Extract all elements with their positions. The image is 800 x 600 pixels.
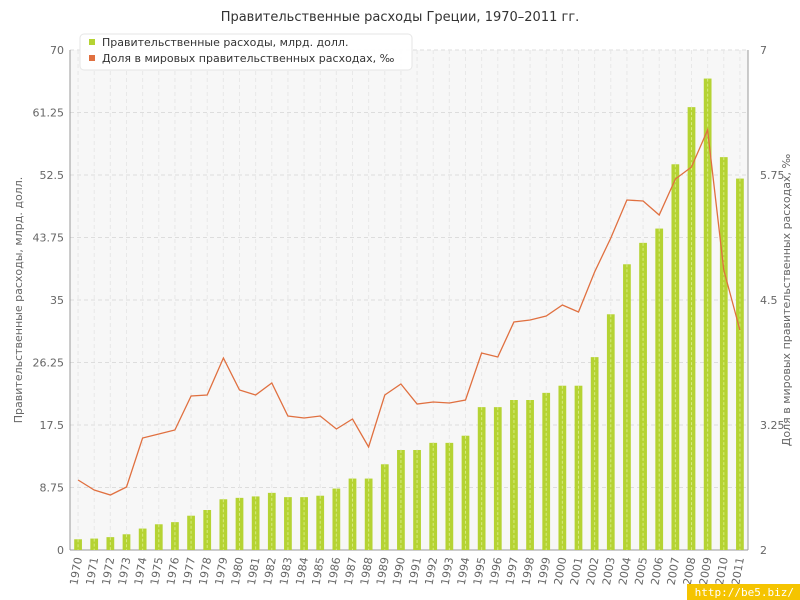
x-tick-label: 1995 xyxy=(471,556,489,586)
x-tick-label: 1990 xyxy=(390,556,408,586)
x-tick-label: 2001 xyxy=(568,556,586,586)
x-tick-label: 1993 xyxy=(439,556,457,586)
x-tick-label: 2006 xyxy=(649,556,667,586)
x-tick-label: 1982 xyxy=(261,556,279,586)
left-axis-title: Правительственные расходы, млрд. долл. xyxy=(12,177,25,423)
bar-1982 xyxy=(267,492,276,550)
chart-title: Правительственные расходы Греции, 1970–2… xyxy=(220,10,580,25)
x-tick-label: 1983 xyxy=(277,556,295,586)
x-tick-label: 2000 xyxy=(552,556,570,586)
series-line-share xyxy=(77,127,741,496)
x-tick-label: 1975 xyxy=(148,556,166,586)
x-tick-label: 2009 xyxy=(697,556,715,586)
x-tick-label: 1971 xyxy=(84,556,102,586)
x-tick-label: 1987 xyxy=(342,556,360,586)
x-tick-label: 1992 xyxy=(423,556,441,586)
right-axis-title: Доля в мировых правительственных расхода… xyxy=(780,154,793,447)
right-tick-label: 7 xyxy=(760,44,767,57)
bar-1992 xyxy=(429,442,438,550)
right-tick-label: 2 xyxy=(760,544,767,557)
left-tick-label: 61.25 xyxy=(33,107,65,120)
legend-label-line[interactable]: Доля в мировых правительственных расхода… xyxy=(102,52,395,65)
right-tick-label: 3.25 xyxy=(760,419,785,432)
x-tick-label: 1978 xyxy=(197,556,215,586)
right-tick-label: 5.75 xyxy=(760,169,785,182)
left-tick-label: 0 xyxy=(57,544,64,557)
x-tick-label: 2011 xyxy=(729,556,747,586)
watermark-link[interactable]: http://be5.biz/ xyxy=(686,584,800,600)
x-tick-label: 1985 xyxy=(310,556,328,586)
bar-1976 xyxy=(171,522,179,550)
bar-1993 xyxy=(445,442,454,550)
x-tick-label: 1970 xyxy=(67,556,85,586)
legend-swatch-line xyxy=(89,55,95,61)
x-tick-label: 1986 xyxy=(326,556,344,586)
x-tick-label: 2005 xyxy=(632,556,650,586)
x-tick-label: 1989 xyxy=(374,556,392,586)
left-tick-label: 8.75 xyxy=(40,482,65,495)
x-tick-label: 1973 xyxy=(116,556,134,586)
x-tick-label: 1984 xyxy=(293,556,311,586)
x-tick-label: 2010 xyxy=(713,556,731,586)
legend-swatch-bars xyxy=(89,39,95,45)
x-tick-label: 2002 xyxy=(584,556,602,586)
x-tick-label: 1977 xyxy=(180,556,198,586)
left-tick-label: 17.5 xyxy=(40,419,65,432)
bar-1999 xyxy=(542,392,551,550)
x-tick-label: 1994 xyxy=(455,556,473,586)
left-tick-label: 70 xyxy=(50,44,64,57)
x-tick-label: 2004 xyxy=(616,556,634,586)
left-tick-label: 35 xyxy=(50,294,64,307)
x-tick-label: 1997 xyxy=(503,556,521,586)
right-tick-label: 4.5 xyxy=(760,294,778,307)
bar-2005 xyxy=(639,242,647,550)
x-tick-label: 1998 xyxy=(519,556,537,586)
x-tick-label: 1979 xyxy=(213,556,231,586)
x-tick-label: 1996 xyxy=(487,556,505,586)
legend-label-bars[interactable]: Правительственные расходы, млрд. долл. xyxy=(102,36,348,49)
left-tick-label: 43.75 xyxy=(33,232,65,245)
x-tick-label: 1976 xyxy=(164,556,182,586)
x-tick-label: 1980 xyxy=(229,556,247,586)
x-tick-label: 1972 xyxy=(100,556,118,586)
x-tick-label: 1981 xyxy=(245,556,263,586)
left-tick-label: 26.25 xyxy=(33,357,65,370)
x-tick-label: 2007 xyxy=(665,556,683,586)
x-tick-label: 2003 xyxy=(600,556,618,586)
x-tick-label: 2008 xyxy=(681,556,699,586)
legend-box xyxy=(79,33,413,71)
x-tick-label: 1988 xyxy=(358,556,376,586)
left-tick-label: 52.5 xyxy=(40,169,65,182)
x-tick-label: 1991 xyxy=(406,556,424,586)
x-tick-label: 1999 xyxy=(536,556,554,586)
x-tick-label: 1974 xyxy=(132,556,150,586)
